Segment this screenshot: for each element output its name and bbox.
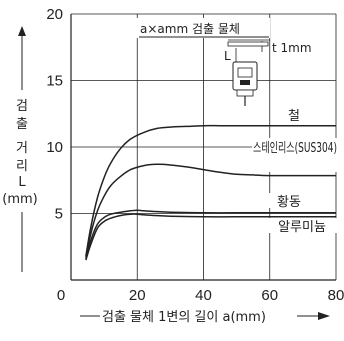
inset-illustration: a×amm 검출 물체 t 1mm L <box>130 18 312 106</box>
plot-frame <box>70 14 336 281</box>
y-tick-label: 10 <box>46 139 63 156</box>
inset-thickness: t 1mm <box>272 41 312 55</box>
y-title-char-5: (mm) <box>2 192 37 207</box>
x-tick-label: 40 <box>195 287 212 304</box>
series-line-0 <box>85 124 336 257</box>
x-tick-label: 0 <box>57 287 65 304</box>
y-tick-label: 5 <box>55 206 63 223</box>
tick-labels: 0 20 40 60 80 5 10 15 20 <box>46 6 344 304</box>
series-line-1 <box>85 163 336 258</box>
y-title-char-4: L <box>18 175 26 190</box>
y-title-char-2: 거 <box>16 141 28 156</box>
series-line-2 <box>85 209 336 259</box>
series-label-iron: 철 <box>288 109 300 124</box>
label-bg-2 <box>252 138 338 172</box>
series-curves <box>85 124 336 261</box>
y-tick-label: 20 <box>46 6 63 23</box>
label-bg-1 <box>279 107 309 122</box>
label-bg-4 <box>266 218 338 233</box>
x-tick-label: 20 <box>129 287 146 304</box>
series-line-3 <box>85 213 336 261</box>
x-tick-label: 60 <box>261 287 278 304</box>
inset-title: a×amm 검출 물체 <box>140 22 240 36</box>
y-title-char-3: 리 <box>16 159 28 174</box>
series-label-stainless: 스테인리스(SUS304) <box>253 141 337 156</box>
y-title-char-0: 검 <box>16 99 28 114</box>
inset-axis-mark: L <box>224 49 231 63</box>
series-label-brass: 황동 <box>277 195 301 210</box>
x-tick-label: 80 <box>328 287 344 304</box>
y-axis-title: 검 출 거 리 L (mm) <box>2 26 38 272</box>
y-tick-label: 15 <box>46 73 63 90</box>
x-title-text: 검출 물체 1변의 길이 a(mm) <box>102 310 266 325</box>
x-axis-title: 검출 물체 1변의 길이 a(mm) <box>80 310 330 325</box>
label-bg-3 <box>268 193 310 208</box>
y-title-char-1: 출 <box>16 117 28 132</box>
series-label-aluminum: 알루미늄 <box>278 220 326 235</box>
